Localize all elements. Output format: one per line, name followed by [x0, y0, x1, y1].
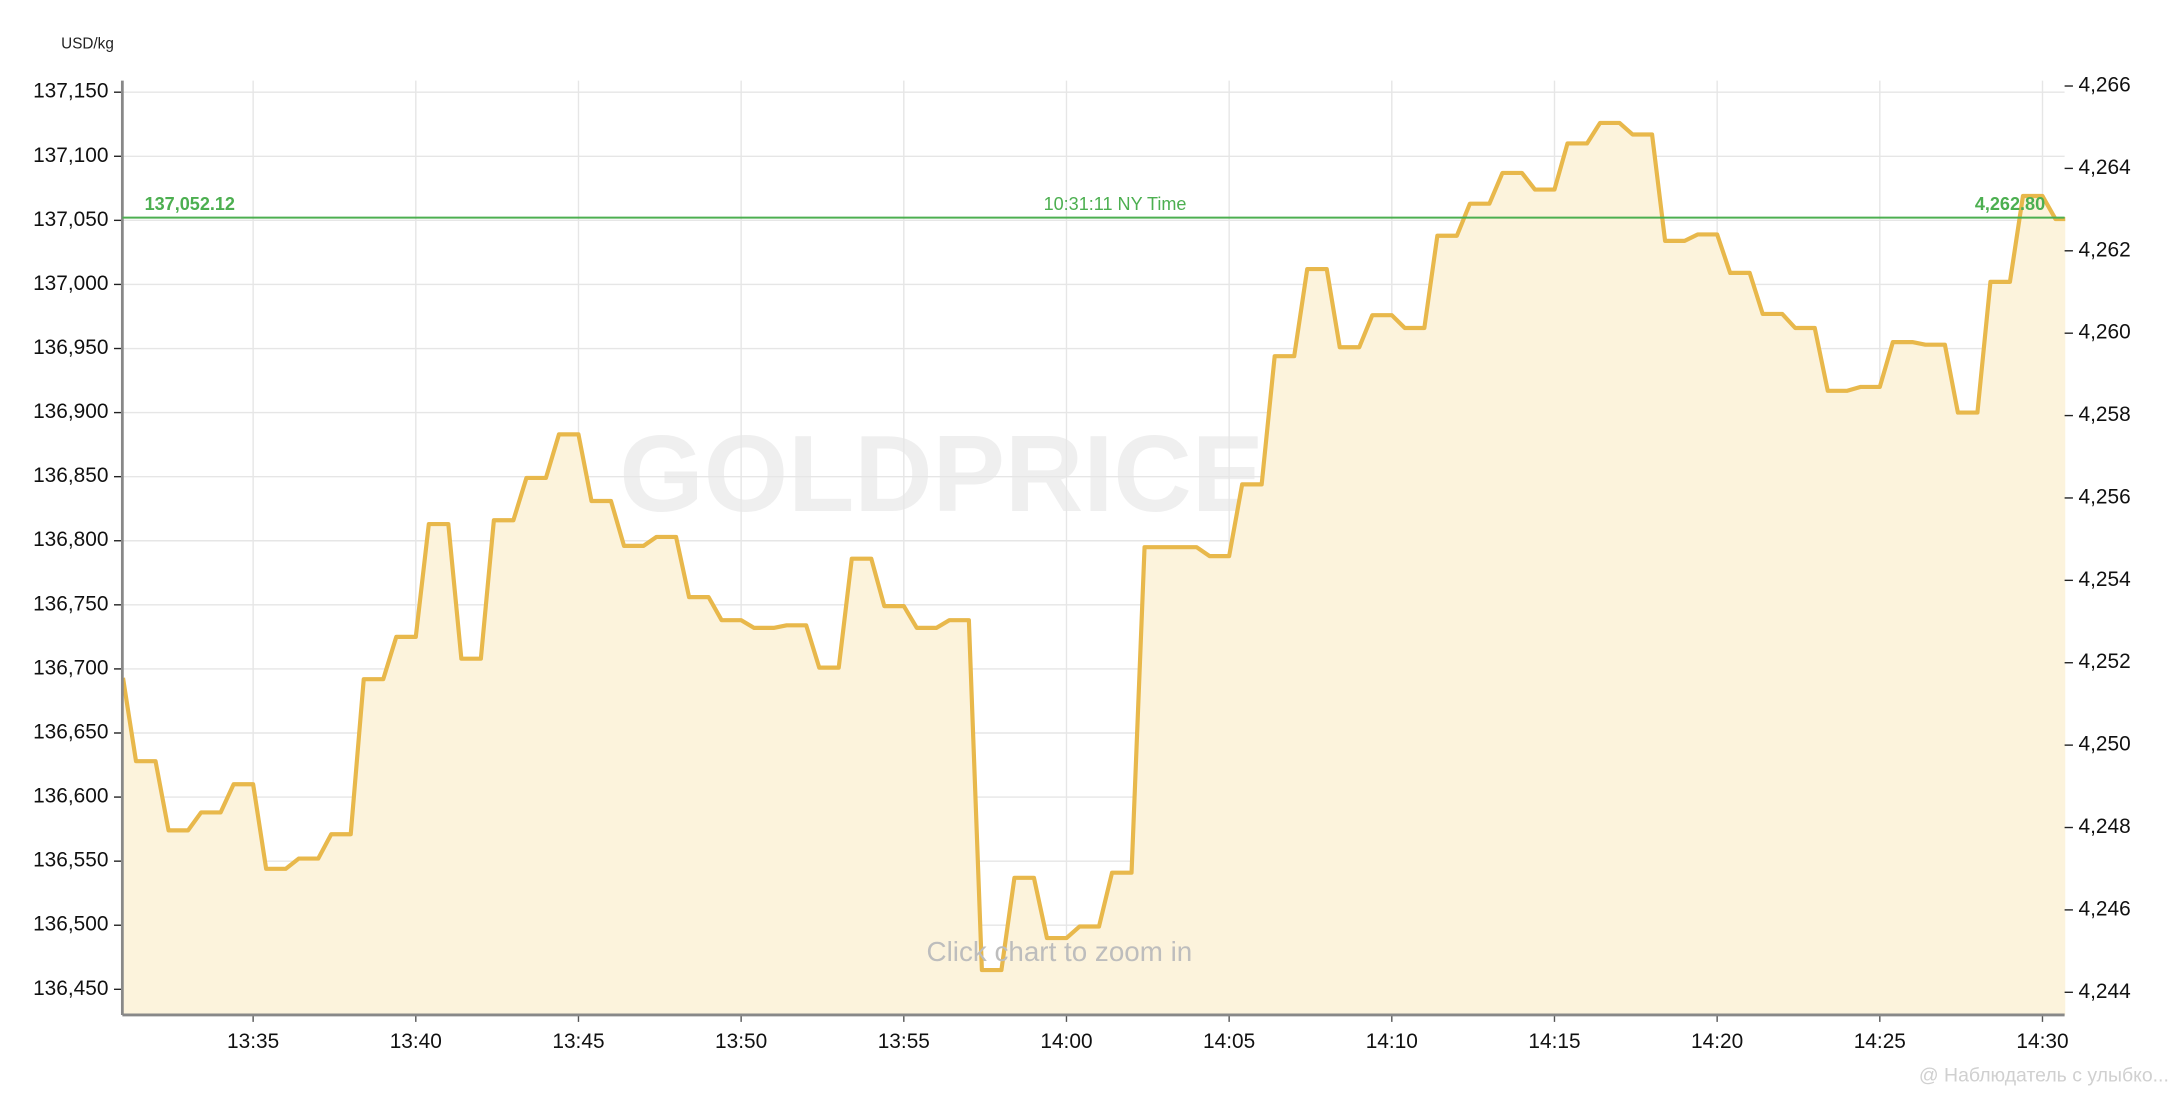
y-tick-label: 137,100 — [33, 144, 108, 167]
y2-tick-label: 4,250 — [2079, 733, 2131, 756]
y2-tick-label: 4,256 — [2079, 485, 2131, 508]
x-tick-label: 14:10 — [1366, 1030, 1418, 1053]
y-tick-label: 136,800 — [33, 528, 108, 551]
zoom-hint: Click chart to zoom in — [927, 936, 1193, 967]
x-tick-label: 13:40 — [390, 1030, 442, 1053]
reference-y2-label: 4,262.80 — [1975, 194, 2045, 214]
y-tick-label: 136,700 — [33, 656, 108, 679]
x-tick-label: 14:30 — [2016, 1030, 2068, 1053]
y2-tick-label: 4,248 — [2079, 815, 2131, 838]
line — [120, 120, 2066, 973]
area — [123, 122, 2066, 1015]
y-tick-label: 136,450 — [33, 977, 108, 1000]
x-tick-label: 14:25 — [1854, 1030, 1906, 1053]
y2-tick-label: 4,266 — [2079, 74, 2131, 97]
y-tick-label: 137,150 — [33, 80, 108, 103]
x-tick-label: 13:55 — [878, 1030, 930, 1053]
y2-tick-label: 4,252 — [2079, 650, 2131, 673]
y-tick-label: 136,600 — [33, 785, 108, 808]
y-tick-label: 137,000 — [33, 272, 108, 295]
x-tick-label: 13:35 — [227, 1030, 279, 1053]
x-tick-label: 14:05 — [1203, 1030, 1255, 1053]
y-tick-label: 136,950 — [33, 336, 108, 359]
y2-tick-label: 4,262 — [2079, 238, 2131, 261]
reference-time: 10:31:11 NY Time — [1044, 194, 1187, 214]
y-tick-label: 136,900 — [33, 400, 108, 423]
y-tick-label: 136,750 — [33, 592, 108, 615]
y-tick-label: 136,650 — [33, 720, 108, 743]
y-tick-label: 136,850 — [33, 464, 108, 487]
y2-tick-label: 4,246 — [2079, 897, 2131, 920]
x-tick-label: 13:50 — [715, 1030, 767, 1053]
y-tick-label: 136,550 — [33, 849, 108, 872]
y-tick-label: 136,500 — [33, 913, 108, 936]
x-tick-label: 14:00 — [1040, 1030, 1092, 1053]
x-tick-label: 13:45 — [552, 1030, 604, 1053]
y2-tick-label: 4,244 — [2079, 980, 2131, 1003]
y2-tick-label: 4,258 — [2079, 403, 2131, 426]
y-tick-label: 137,050 — [33, 208, 108, 231]
x-tick-label: 14:15 — [1528, 1030, 1580, 1053]
plot-area[interactable] — [120, 80, 2066, 1015]
y2-tick-label: 4,264 — [2079, 156, 2131, 179]
x-tick-label: 14:20 — [1691, 1030, 1743, 1053]
y2-tick-label: 4,260 — [2079, 321, 2131, 344]
y-axis-label: USD/kg — [61, 36, 114, 53]
corner-watermark: @ Наблюдатель с улыбко... — [1919, 1064, 2169, 1086]
reference-label: 137,052.12 — [145, 194, 235, 214]
y2-tick-label: 4,254 — [2079, 568, 2131, 591]
